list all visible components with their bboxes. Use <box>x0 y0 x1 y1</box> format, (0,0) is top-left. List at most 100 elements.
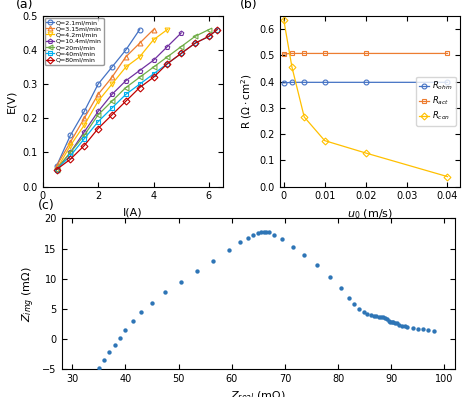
Y-axis label: E(V): E(V) <box>7 90 17 113</box>
Q=80ml/min <box>164 61 170 66</box>
Q=20ml/min <box>192 34 198 39</box>
Point <box>193 268 201 275</box>
Q=20ml/min <box>206 27 212 32</box>
Q=3.15ml/min <box>67 140 73 145</box>
Point <box>371 313 378 319</box>
Point <box>345 295 353 301</box>
Q=3.15ml/min <box>95 92 101 97</box>
Point <box>377 314 385 320</box>
Q=20ml/min <box>109 99 115 104</box>
Point <box>380 314 387 320</box>
Q=40ml/min <box>178 51 184 56</box>
Point <box>383 316 391 322</box>
Q=40ml/min <box>137 82 143 87</box>
Point <box>111 342 118 348</box>
Point <box>236 239 244 246</box>
Q=80ml/min <box>137 85 143 90</box>
Point <box>260 228 267 235</box>
$R_{con}$ <box>289 65 295 69</box>
Q=80ml/min <box>95 126 101 131</box>
$R_{act}$ <box>363 51 368 56</box>
Q=10.4ml/min <box>164 44 170 49</box>
Point <box>414 326 421 332</box>
Q=20ml/min <box>164 54 170 59</box>
Point <box>393 320 401 326</box>
Point <box>271 231 278 238</box>
Point <box>360 309 367 315</box>
$R_{ohm}$ <box>289 80 295 85</box>
$R_{ohm}$ <box>363 80 368 85</box>
Point <box>122 327 129 333</box>
Point <box>210 257 217 264</box>
Q=20ml/min <box>82 133 87 138</box>
Q=80ml/min <box>123 99 128 104</box>
Line: $R_{ohm}$: $R_{ohm}$ <box>282 80 450 85</box>
Q=40ml/min <box>109 106 115 110</box>
Line: Q=3.15ml/min: Q=3.15ml/min <box>54 27 156 169</box>
Line: Q=40ml/min: Q=40ml/min <box>54 27 219 172</box>
Point <box>390 319 397 325</box>
$R_{act}$ <box>322 51 328 56</box>
Q=4.2ml/min <box>123 65 128 69</box>
Q=10.4ml/min <box>54 167 59 172</box>
Q=80ml/min <box>214 27 220 32</box>
Q=80ml/min <box>82 143 87 148</box>
Line: Q=20ml/min: Q=20ml/min <box>54 27 211 172</box>
Point <box>386 318 394 325</box>
Point <box>419 326 427 333</box>
Point <box>425 327 432 333</box>
Text: (b): (b) <box>240 0 258 11</box>
Point <box>244 235 252 241</box>
Line: Q=4.2ml/min: Q=4.2ml/min <box>54 27 170 172</box>
$R_{con}$ <box>363 150 368 155</box>
Q=20ml/min <box>95 112 101 117</box>
Q=80ml/min <box>151 75 156 80</box>
$R_{con}$ <box>445 174 450 179</box>
Point <box>225 247 233 253</box>
Y-axis label: R ($\Omega\cdot$cm$^2$): R ($\Omega\cdot$cm$^2$) <box>239 73 254 129</box>
Point <box>388 319 396 325</box>
Point <box>257 229 265 235</box>
Q=3.15ml/min <box>54 164 59 168</box>
Point <box>162 289 169 295</box>
Q=80ml/min <box>109 112 115 117</box>
Point <box>403 324 411 330</box>
Point <box>367 312 375 318</box>
Point <box>100 357 108 363</box>
Point <box>385 318 392 324</box>
$R_{act}$ <box>445 51 450 56</box>
Point <box>373 313 380 319</box>
Point <box>116 335 124 341</box>
Q=10.4ml/min <box>151 58 156 63</box>
Q=10.4ml/min <box>95 109 101 114</box>
Q=3.15ml/min <box>137 41 143 46</box>
Q=4.2ml/min <box>82 123 87 127</box>
Q=40ml/min <box>206 34 212 39</box>
Q=40ml/min <box>192 41 198 46</box>
Q=2.1ml/min <box>137 27 143 32</box>
Point <box>401 323 408 330</box>
Point <box>395 322 403 328</box>
Q=40ml/min <box>82 137 87 141</box>
$R_{ohm}$ <box>445 80 450 85</box>
Legend: $R_{ohm}$, $R_{act}$, $R_{con}$: $R_{ohm}$, $R_{act}$, $R_{con}$ <box>416 77 456 126</box>
Q=20ml/min <box>67 150 73 155</box>
Q=10.4ml/min <box>123 78 128 83</box>
X-axis label: $u_0$ (m/s): $u_0$ (m/s) <box>346 207 393 221</box>
X-axis label: $Z_{real}$ (m$\Omega$): $Z_{real}$ (m$\Omega$) <box>230 389 286 397</box>
Q=40ml/min <box>151 71 156 76</box>
Point <box>326 274 334 281</box>
Point <box>255 230 262 237</box>
$R_{con}$ <box>281 17 287 22</box>
Point <box>249 232 257 239</box>
Q=20ml/min <box>54 167 59 172</box>
Q=10.4ml/min <box>178 31 184 35</box>
Point <box>364 310 371 317</box>
Q=4.2ml/min <box>54 167 59 172</box>
Q=4.2ml/min <box>95 99 101 104</box>
Q=2.1ml/min <box>95 82 101 87</box>
Point <box>278 236 286 243</box>
Q=4.2ml/min <box>109 82 115 87</box>
$R_{con}$ <box>322 138 328 143</box>
Point <box>263 228 270 235</box>
